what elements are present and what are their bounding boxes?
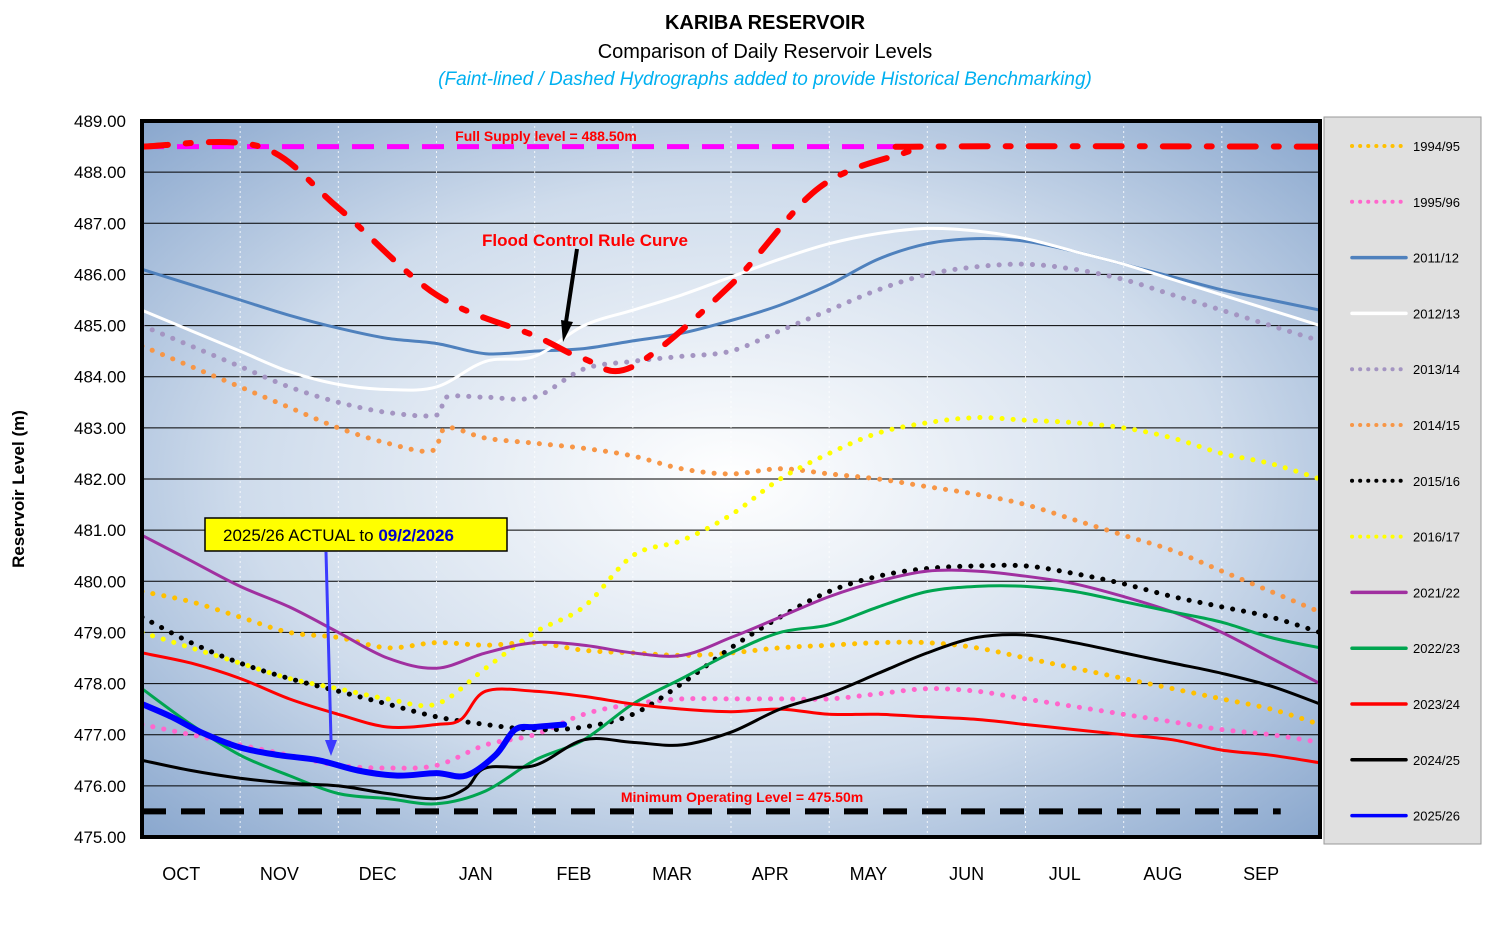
x-tick-label: JUL (1049, 864, 1081, 884)
x-tick-label: SEP (1243, 864, 1279, 884)
x-tick-labels: OCT NOV DEC JAN FEB MAR APR MAY JUN JUL AUG SEP (162, 864, 1279, 884)
actual-callout-arrow (324, 551, 337, 756)
series-line-2021-22 (142, 533, 1320, 686)
legend-label: 2014/15 (1413, 418, 1460, 433)
flood-control-arrow (561, 248, 579, 342)
y-tick-label: 477.00 (74, 726, 126, 745)
actual-callout-text: 2025/26 ACTUAL to 09/2/2026 (223, 526, 454, 545)
legend-label: 2016/17 (1413, 530, 1460, 545)
series-line-2022-23 (142, 584, 1320, 806)
y-tick-label: 475.00 (74, 828, 126, 847)
y-tick-label: 484.00 (74, 368, 126, 387)
actual-callout-date: 09/2/2026 (378, 526, 454, 545)
legend-label: 2025/26 (1413, 809, 1460, 824)
chart-subtitle-benchmark: (Faint-lined / Dashed Hydrographs added … (438, 69, 1092, 90)
y-tick-label: 481.00 (74, 521, 126, 540)
series-line-2025-26 (142, 701, 568, 780)
legend-label: 2015/16 (1413, 474, 1460, 489)
min-operating-annotation: Minimum Operating Level = 475.50m (621, 789, 863, 805)
series-line-2014-15 (142, 343, 1320, 615)
series-line-2013-14 (142, 261, 1320, 419)
actual-callout-prefix: 2025/26 ACTUAL to (223, 526, 378, 545)
plot-border (140, 119, 1322, 839)
x-tick-label: NOV (260, 864, 299, 884)
y-tick-label: 486.00 (74, 265, 126, 284)
y-tick-label: 485.00 (74, 317, 126, 336)
x-tick-label: AUG (1143, 864, 1182, 884)
series-line-2016-17 (142, 415, 1320, 709)
legend-label: 2013/14 (1413, 362, 1460, 377)
x-tick-label: OCT (162, 864, 200, 884)
y-tick-label: 487.00 (74, 214, 126, 233)
legend-label: 2011/12 (1413, 251, 1459, 266)
series-line-2024-25 (142, 633, 1320, 801)
y-tick-label: 482.00 (74, 470, 126, 489)
y-tick-label: 476.00 (74, 777, 126, 796)
legend-label: 2021/22 (1413, 585, 1460, 600)
x-tick-label: DEC (359, 864, 397, 884)
legend-label: 1994/95 (1413, 139, 1460, 154)
y-tick-label: 483.00 (74, 419, 126, 438)
x-tick-label: JUN (949, 864, 984, 884)
full-supply-annotation: Full Supply level = 488.50m (455, 128, 637, 144)
flood-control-rule-curve (142, 139, 1320, 375)
series-lines (142, 226, 1320, 806)
legend-label: 2022/23 (1413, 641, 1460, 656)
x-tick-label: FEB (556, 864, 591, 884)
y-tick-label: 479.00 (74, 623, 126, 642)
legend-label: 2023/24 (1413, 697, 1460, 712)
series-line-2015-16 (142, 562, 1320, 733)
x-tick-label: MAY (850, 864, 888, 884)
series-line-2023-24 (142, 651, 1320, 765)
actual-callout-box (204, 517, 508, 552)
legend: 1994/95 1995/96 2011/12 2012/13 2013/14 2014/… (1350, 139, 1460, 824)
y-tick-label: 480.00 (74, 572, 126, 591)
flood-control-annotation: Flood Control Rule Curve (482, 231, 688, 250)
legend-label: 1995/96 (1413, 195, 1460, 210)
y-tick-label: 488.00 (74, 163, 126, 182)
y-tick-label: 489.00 (74, 112, 126, 131)
legend-label: 2024/25 (1413, 753, 1460, 768)
chart-title: KARIBA RESERVOIR (665, 12, 866, 34)
y-tick-label: 478.00 (74, 675, 126, 694)
x-tick-label: JAN (459, 864, 493, 884)
x-tick-label: MAR (652, 864, 692, 884)
chart-subtitle: Comparison of Daily Reservoir Levels (598, 41, 933, 63)
x-tick-label: APR (752, 864, 789, 884)
legend-label: 2012/13 (1413, 306, 1460, 321)
y-axis-label: Reservoir Level (m) (9, 410, 28, 568)
y-tick-labels: 475.00 476.00 477.00 478.00 479.00 480.00 481.… (74, 112, 126, 847)
series-line-2012-13 (142, 226, 1320, 392)
